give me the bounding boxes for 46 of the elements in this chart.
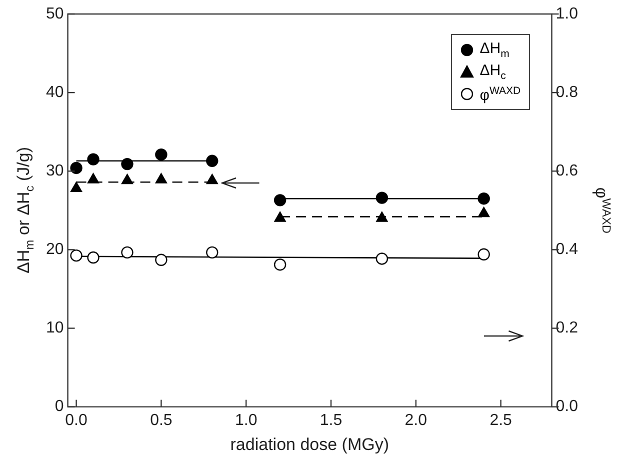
point: [121, 246, 134, 259]
y-tick-label: 0: [54, 398, 64, 416]
y-tick-label: 40: [46, 84, 64, 101]
y-tick-label: 20: [46, 241, 64, 258]
point: [478, 206, 490, 218]
x-tick-label: 2.0: [404, 412, 428, 429]
x-tick-label: 1.5: [320, 412, 342, 429]
point: [87, 153, 100, 166]
y-tick-label: 50: [46, 5, 64, 22]
point: [206, 174, 218, 184]
y2-tick-label: 1.0: [556, 5, 578, 22]
point: [206, 246, 218, 259]
x-tick-label: 0.5: [150, 412, 172, 429]
y2-tick-label: 0.4: [556, 241, 578, 258]
legend-label: ΔH$_{c}$: [480, 62, 506, 82]
point: [376, 192, 388, 204]
x-tick-label: 2.5: [490, 412, 512, 429]
point: [274, 258, 286, 271]
y2-tick-label: 0.8: [556, 84, 578, 101]
x-axis-title: radiation dose (MGy): [230, 434, 389, 455]
x-tick-label: 1.0: [234, 412, 258, 429]
point: [155, 148, 168, 161]
point: [376, 252, 388, 265]
point: [155, 173, 167, 184]
point: [70, 162, 82, 174]
point: [206, 154, 218, 168]
point: [274, 194, 286, 206]
point: [87, 173, 100, 184]
point: [121, 158, 134, 170]
point: [274, 212, 286, 222]
y2-tick-label: 0.2: [556, 320, 578, 337]
legend-label: φ$^{WAXD}$: [480, 84, 521, 104]
y2-tick-label: 0.0: [556, 398, 578, 416]
point: [478, 192, 490, 205]
point: [70, 182, 82, 192]
point: [70, 249, 82, 262]
x-tick-label: 0.0: [65, 412, 88, 429]
y2-tick-label: 0.6: [556, 162, 578, 180]
legend-label: ΔH$_{m}$: [480, 40, 510, 60]
point: [478, 248, 490, 260]
point: [121, 174, 134, 184]
point: [155, 254, 168, 266]
y-tick-label: 10: [46, 320, 64, 337]
point: [87, 251, 100, 264]
y-tick-label: 30: [46, 162, 64, 180]
point: [376, 212, 388, 222]
